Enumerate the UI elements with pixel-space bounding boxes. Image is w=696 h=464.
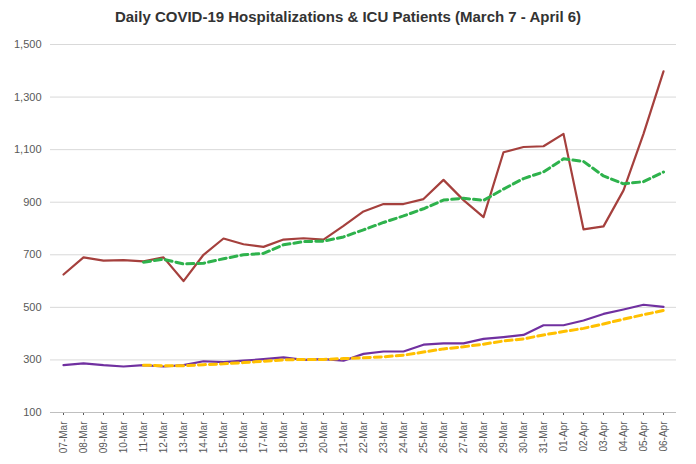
svg-text:16-Mar: 16-Mar xyxy=(238,421,249,453)
svg-text:700: 700 xyxy=(23,248,41,260)
svg-text:21-Mar: 21-Mar xyxy=(338,421,349,453)
svg-text:28-Mar: 28-Mar xyxy=(478,421,489,453)
svg-text:1,500: 1,500 xyxy=(14,38,42,50)
svg-text:19-Mar: 19-Mar xyxy=(298,421,309,453)
svg-text:30-Mar: 30-Mar xyxy=(518,421,529,453)
svg-text:1,300: 1,300 xyxy=(14,91,42,103)
svg-text:17-Mar: 17-Mar xyxy=(258,421,269,453)
svg-text:12-Mar: 12-Mar xyxy=(158,421,169,453)
svg-text:13-Mar: 13-Mar xyxy=(178,421,189,453)
svg-text:20-Mar: 20-Mar xyxy=(318,421,329,453)
svg-text:07-Mar: 07-Mar xyxy=(58,421,69,453)
svg-text:100: 100 xyxy=(23,406,41,418)
html-text:Daily COVID-19 Hospitalization: Daily COVID-19 Hospitalizations & ICU Pa… xyxy=(114,8,582,25)
svg-text:18-Mar: 18-Mar xyxy=(278,421,289,453)
svg-text:01-Apr: 01-Apr xyxy=(558,421,569,452)
svg-text:04-Apr: 04-Apr xyxy=(618,421,629,452)
svg-text:1,100: 1,100 xyxy=(14,143,42,155)
svg-text:900: 900 xyxy=(23,196,41,208)
svg-text:26-Mar: 26-Mar xyxy=(438,421,449,453)
svg-text:08-Mar: 08-Mar xyxy=(78,421,89,453)
svg-text:300: 300 xyxy=(23,353,41,365)
svg-text:500: 500 xyxy=(23,301,41,313)
svg-text:03-Apr: 03-Apr xyxy=(598,421,609,452)
svg-text:23-Mar: 23-Mar xyxy=(378,421,389,453)
svg-text:10-Mar: 10-Mar xyxy=(118,421,129,453)
svg-text:31-Mar: 31-Mar xyxy=(538,421,549,453)
svg-text:29-Mar: 29-Mar xyxy=(498,421,509,453)
svg-text:22-Mar: 22-Mar xyxy=(358,421,369,453)
svg-text:06-Apr: 06-Apr xyxy=(658,421,669,452)
svg-text:24-Mar: 24-Mar xyxy=(398,421,409,453)
svg-text:02-Apr: 02-Apr xyxy=(578,421,589,452)
svg-text:14-Mar: 14-Mar xyxy=(198,421,209,453)
svg-text:15-Mar: 15-Mar xyxy=(218,421,229,453)
svg-text:09-Mar: 09-Mar xyxy=(98,421,109,453)
svg-text:05-Apr: 05-Apr xyxy=(638,421,649,452)
svg-text:27-Mar: 27-Mar xyxy=(458,421,469,453)
svg-text:25-Mar: 25-Mar xyxy=(418,421,429,453)
svg-text:11-Mar: 11-Mar xyxy=(138,421,149,453)
